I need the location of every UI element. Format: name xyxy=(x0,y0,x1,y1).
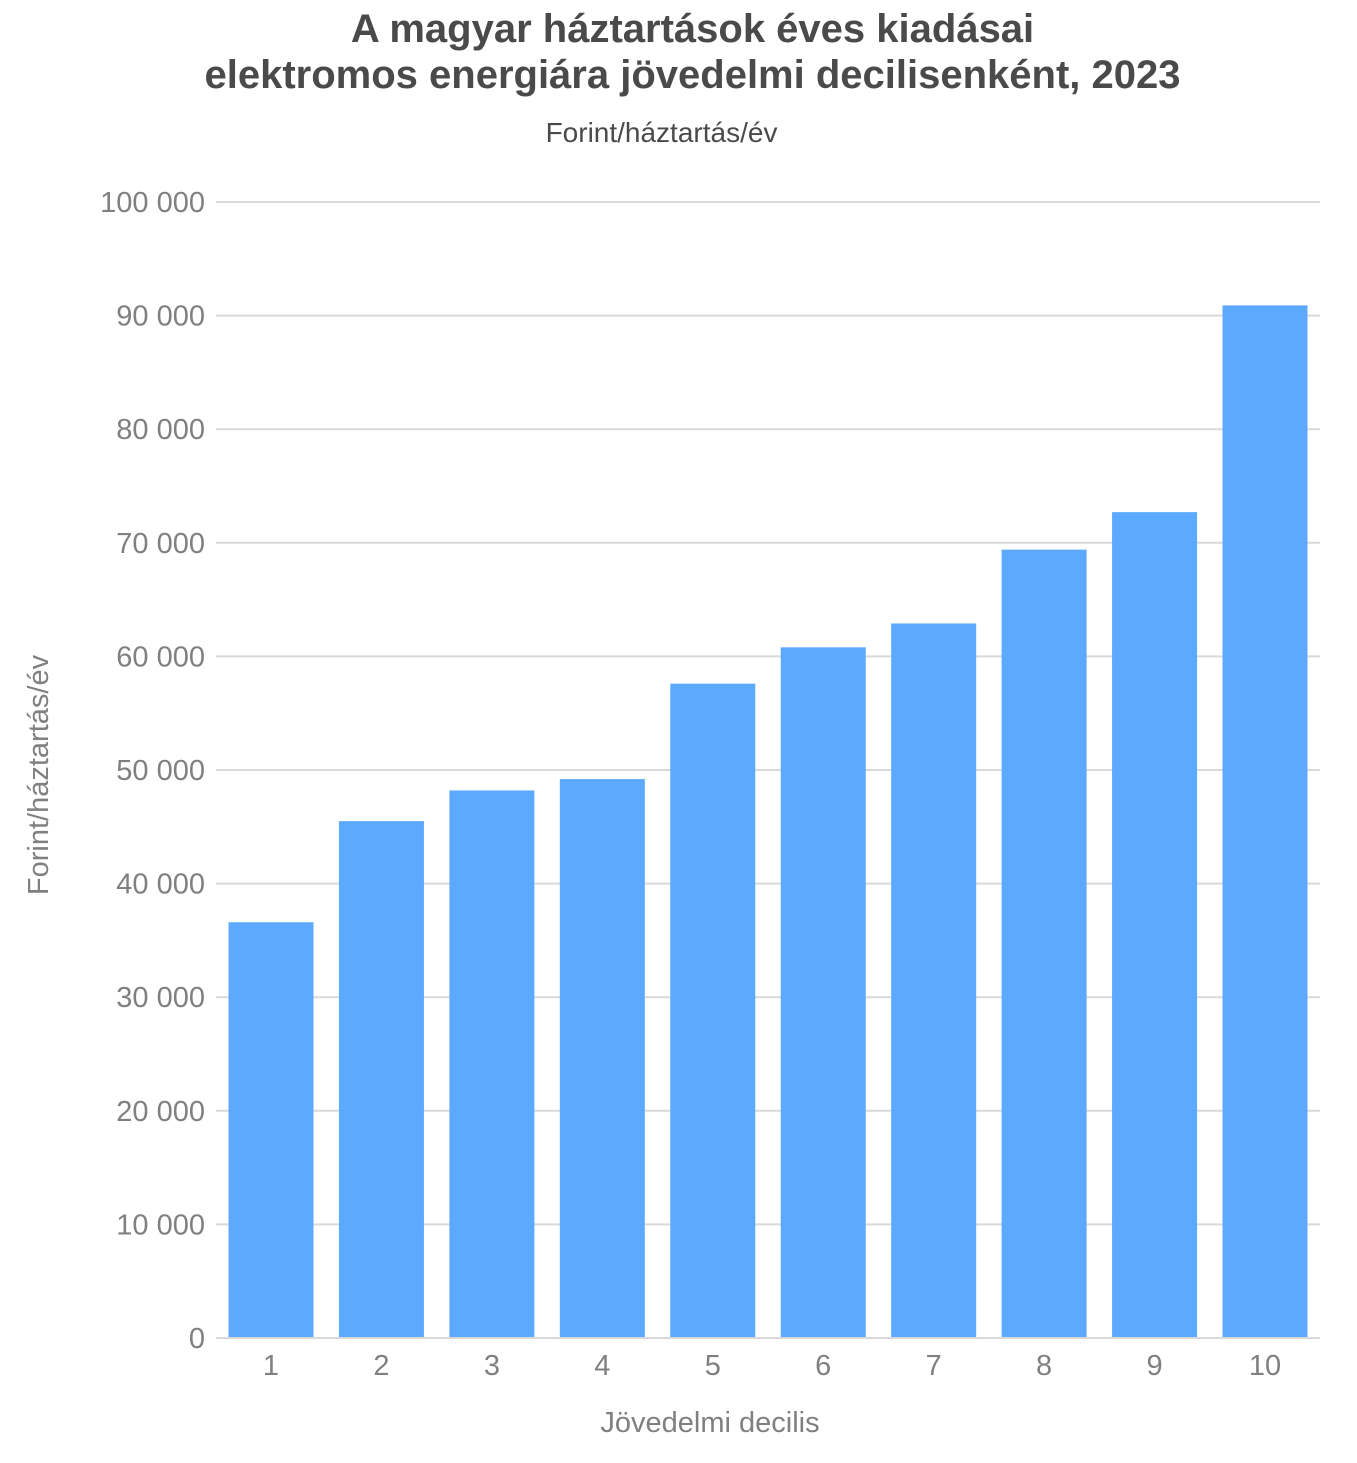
bar-decile-4 xyxy=(559,779,645,1338)
y-tick-label: 0 xyxy=(189,1323,205,1355)
y-tick-label: 80 000 xyxy=(116,414,205,446)
x-tick-label: 6 xyxy=(815,1350,831,1382)
y-tick-label: 20 000 xyxy=(116,1096,205,1128)
chart-title: A magyar háztartások éves kiadásai elekt… xyxy=(0,6,1357,98)
bars xyxy=(228,305,1308,1339)
bar-decile-6 xyxy=(780,647,866,1338)
x-tick-label: 4 xyxy=(594,1350,610,1382)
x-axis-title: Jövedelmi decilis xyxy=(600,1407,819,1439)
x-axis-ticks: 1 2 3 4 5 6 7 8 9 10 xyxy=(263,1350,1281,1382)
y-tick-label: 70 000 xyxy=(116,528,205,560)
bar-decile-5 xyxy=(670,683,756,1338)
y-tick-label: 50 000 xyxy=(116,755,205,787)
x-tick-label: 3 xyxy=(484,1350,500,1382)
x-tick-label: 7 xyxy=(926,1350,942,1382)
y-axis-title: Forint/háztartás/év xyxy=(23,654,55,895)
y-tick-label: 60 000 xyxy=(116,641,205,673)
y-tick-label: 90 000 xyxy=(116,301,205,333)
bar-decile-8 xyxy=(1001,549,1087,1338)
chart-title-line1: A magyar háztartások éves kiadásai xyxy=(350,7,1035,51)
x-tick-label: 2 xyxy=(373,1350,389,1382)
y-tick-label: 30 000 xyxy=(116,982,205,1014)
x-tick-label: 8 xyxy=(1036,1350,1052,1382)
bar-decile-3 xyxy=(449,790,535,1338)
y-tick-label: 10 000 xyxy=(116,1209,205,1241)
x-tick-label: 1 xyxy=(263,1350,279,1382)
x-tick-label: 10 xyxy=(1249,1350,1281,1382)
y-tick-label: 100 000 xyxy=(100,187,205,219)
y-tick-label: 40 000 xyxy=(116,869,205,901)
bar-decile-10 xyxy=(1222,305,1308,1339)
x-tick-label: 5 xyxy=(705,1350,721,1382)
bar-decile-7 xyxy=(891,623,977,1338)
chart-title-line2: elektromos energiára jövedelmi decilisen… xyxy=(204,53,1181,97)
bar-decile-9 xyxy=(1112,512,1198,1338)
y-axis-ticks: 0 10 000 20 000 30 000 40 000 50 000 60 000 70 … xyxy=(100,187,205,1355)
bar-decile-1 xyxy=(228,922,314,1338)
bar-decile-2 xyxy=(338,821,424,1338)
x-tick-label: 9 xyxy=(1146,1350,1162,1382)
chart-subtitle: Forint/háztartás/év xyxy=(545,117,778,148)
